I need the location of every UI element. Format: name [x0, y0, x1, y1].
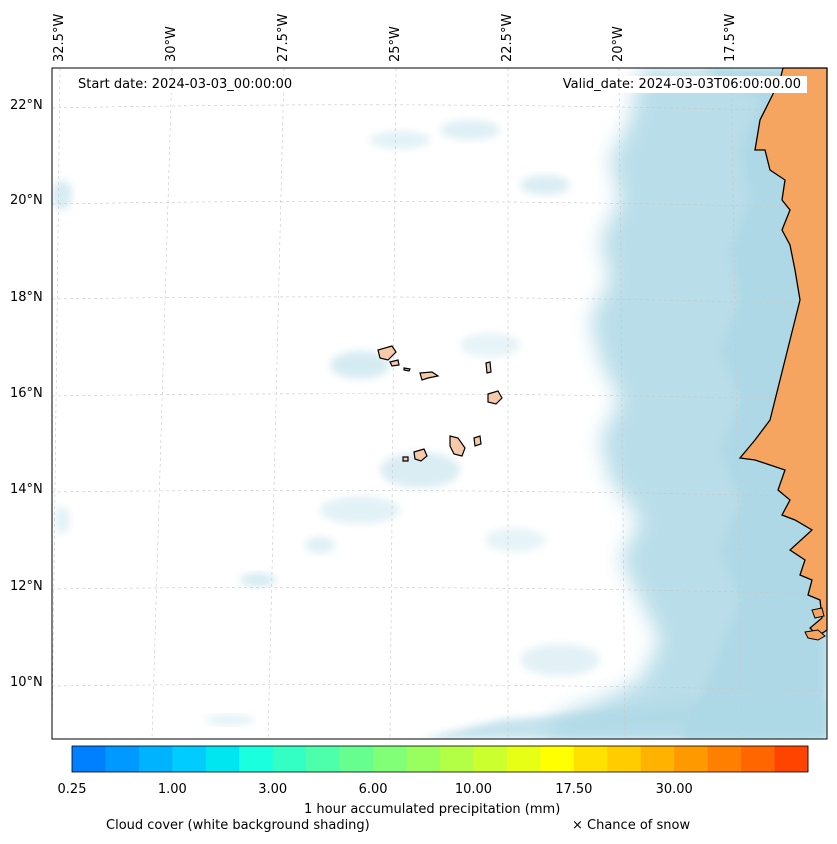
colorbar-swatch	[707, 746, 742, 772]
colorbar-swatch	[506, 746, 541, 772]
fogo	[413, 448, 428, 462]
cloud-patch	[330, 351, 390, 379]
brava	[402, 456, 409, 462]
colorbar-tick-label: 10.00	[454, 782, 493, 797]
africa-coastline	[738, 67, 828, 637]
latitude-label: 10°N	[10, 675, 43, 690]
graticule	[52, 68, 827, 739]
cloud-patch	[370, 131, 430, 149]
colorbar-swatch	[138, 746, 173, 772]
colorbar-swatch	[473, 746, 508, 772]
santa-luzia	[403, 367, 411, 372]
colorbar-swatch	[239, 746, 274, 772]
colorbar-swatch	[172, 746, 207, 772]
colorbar-swatch	[674, 746, 709, 772]
cloud-cover-caption: Cloud cover (white background shading)	[106, 818, 370, 833]
valid-date-label: Valid_date: 2024-03-03T06:00:00.00	[556, 76, 807, 93]
colorbar-tick-label: 30.00	[655, 782, 693, 797]
colorbar-swatch	[205, 746, 240, 772]
colorbar-tick-label: 17.50	[555, 782, 593, 797]
cloud-patch	[320, 496, 400, 524]
colorbar-swatch	[607, 746, 642, 772]
colorbar-tick-label: 6.00	[358, 782, 388, 797]
colorbar-frame	[71, 745, 809, 773]
colorbar-swatch	[640, 746, 675, 772]
colorbar-swatch	[573, 746, 608, 772]
colorbar-swatch	[741, 746, 776, 772]
latitude-label: 12°N	[10, 579, 43, 594]
bissagos-islands	[811, 607, 825, 619]
latitude-label: 18°N	[10, 290, 43, 305]
cloud-patch	[240, 573, 276, 587]
sao-nicolau	[419, 371, 440, 381]
snow-caption: × Chance of snow	[572, 818, 691, 833]
colorbar-swatch	[339, 746, 374, 772]
cloud-patch	[520, 644, 600, 676]
colorbar-tick-label: 1.00	[157, 782, 187, 797]
bissagos-islands	[804, 629, 826, 641]
colorbar-swatch	[72, 746, 106, 772]
colorbar-title: 1 hour accumulated precipitation (mm)	[304, 802, 561, 817]
cloud-patch	[485, 528, 545, 552]
colorbar-swatch	[306, 746, 341, 772]
latitude-label: 22°N	[10, 98, 43, 113]
colorbar-swatch	[406, 746, 441, 772]
cloud-patch	[205, 715, 255, 725]
colorbar-swatch	[540, 746, 575, 772]
colorbar-tick-label: 3.00	[258, 782, 288, 797]
colorbar-swatch	[272, 746, 307, 772]
colorbar-swatch	[373, 746, 408, 772]
colorbar-swatch	[440, 746, 474, 772]
latitude-label: 16°N	[10, 386, 43, 401]
cloud-patch	[440, 120, 500, 140]
santiago	[449, 435, 466, 457]
cloud-patch	[460, 333, 520, 357]
latitude-label: 20°N	[10, 193, 43, 208]
cloud-patch	[54, 506, 70, 534]
santo-antao	[377, 345, 397, 361]
latitude-label: 14°N	[10, 482, 43, 497]
colorbar-swatch	[105, 746, 140, 772]
sao-vicente	[389, 359, 400, 367]
cloud-band-south	[420, 700, 827, 739]
colorbar-swatch	[774, 746, 809, 772]
map-frame	[51, 67, 828, 740]
cloud-patch	[305, 537, 335, 553]
sal	[485, 361, 492, 374]
boa-vista	[487, 390, 503, 405]
cloud-patch	[380, 452, 460, 488]
cloud-patch	[520, 175, 570, 195]
colorbar-tick-label: 0.25	[57, 782, 87, 797]
cloud-patch	[52, 180, 72, 210]
start-date-label: Start date: 2024-03-03_00:00:00	[72, 76, 299, 93]
precipitation-colorbar	[72, 746, 809, 772]
maio	[473, 435, 482, 447]
cloud-cover-layer	[52, 68, 827, 739]
cape-verde-islands	[377, 345, 503, 462]
